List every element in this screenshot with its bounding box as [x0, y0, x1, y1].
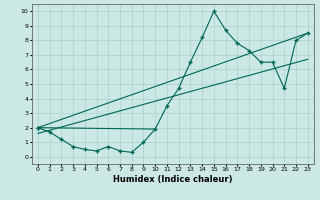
- X-axis label: Humidex (Indice chaleur): Humidex (Indice chaleur): [113, 175, 233, 184]
